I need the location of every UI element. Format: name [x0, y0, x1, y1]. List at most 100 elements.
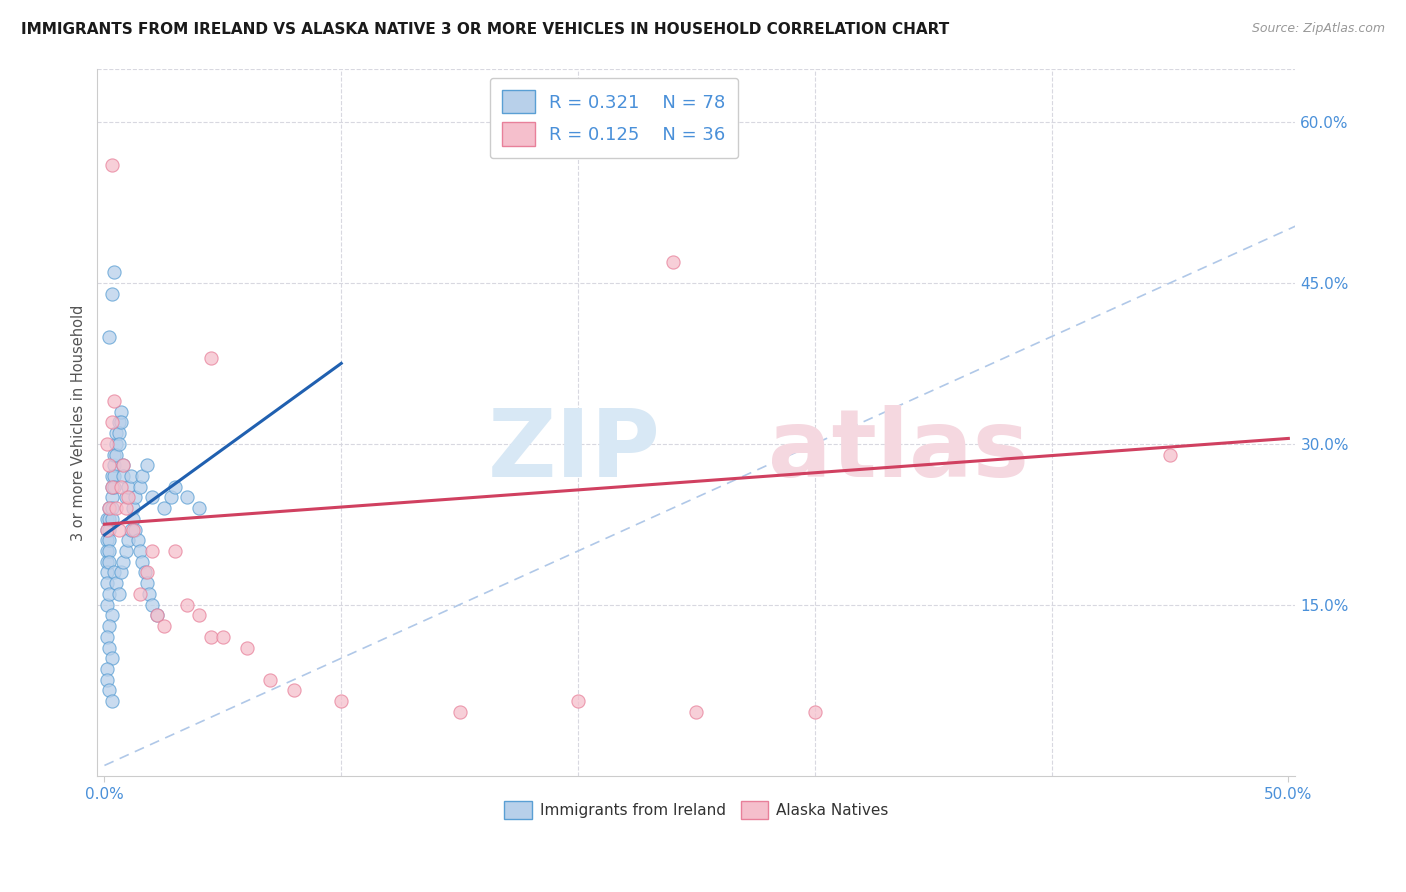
- Point: [96, 662, 118, 676]
- Point: [114, 544, 136, 558]
- Point: [96, 566, 118, 580]
- Point: [152, 501, 174, 516]
- Point: [124, 491, 146, 505]
- Point: [117, 491, 139, 505]
- Text: ZIP: ZIP: [488, 405, 661, 497]
- Point: [145, 608, 167, 623]
- Point: [200, 630, 222, 644]
- Point: [103, 458, 125, 473]
- Point: [114, 501, 136, 516]
- Point: [100, 608, 122, 623]
- Point: [122, 512, 145, 526]
- Point: [98, 544, 121, 558]
- Point: [98, 640, 121, 655]
- Point: [103, 566, 125, 580]
- Point: [107, 437, 129, 451]
- Point: [685, 705, 707, 719]
- Point: [127, 533, 149, 548]
- Point: [124, 523, 146, 537]
- Point: [107, 523, 129, 537]
- Point: [110, 415, 132, 429]
- Point: [188, 501, 211, 516]
- Point: [103, 448, 125, 462]
- Point: [131, 555, 153, 569]
- Text: atlas: atlas: [768, 405, 1029, 497]
- Point: [120, 469, 142, 483]
- Point: [117, 480, 139, 494]
- Point: [100, 501, 122, 516]
- Point: [176, 598, 198, 612]
- Point: [98, 523, 121, 537]
- Point: [136, 566, 159, 580]
- Point: [105, 448, 128, 462]
- Point: [98, 512, 121, 526]
- Point: [112, 555, 135, 569]
- Point: [141, 491, 163, 505]
- Text: Source: ZipAtlas.com: Source: ZipAtlas.com: [1251, 22, 1385, 36]
- Point: [100, 491, 122, 505]
- Point: [105, 437, 128, 451]
- Point: [200, 351, 222, 365]
- Point: [235, 640, 257, 655]
- Point: [136, 458, 159, 473]
- Point: [103, 393, 125, 408]
- Point: [98, 555, 121, 569]
- Legend: Immigrants from Ireland, Alaska Natives: Immigrants from Ireland, Alaska Natives: [498, 796, 894, 825]
- Point: [98, 683, 121, 698]
- Point: [112, 458, 135, 473]
- Point: [96, 576, 118, 591]
- Point: [122, 523, 145, 537]
- Point: [105, 576, 128, 591]
- Point: [283, 683, 305, 698]
- Point: [107, 415, 129, 429]
- Y-axis label: 3 or more Vehicles in Household: 3 or more Vehicles in Household: [72, 304, 86, 541]
- Point: [176, 491, 198, 505]
- Point: [96, 630, 118, 644]
- Point: [96, 533, 118, 548]
- Point: [152, 619, 174, 633]
- Point: [159, 491, 181, 505]
- Point: [141, 544, 163, 558]
- Point: [110, 480, 132, 494]
- Point: [129, 544, 152, 558]
- Point: [107, 587, 129, 601]
- Point: [138, 587, 160, 601]
- Point: [129, 480, 152, 494]
- Point: [129, 587, 152, 601]
- Point: [98, 458, 121, 473]
- Point: [122, 501, 145, 516]
- Point: [103, 265, 125, 279]
- Point: [100, 694, 122, 708]
- Point: [98, 501, 121, 516]
- Point: [105, 426, 128, 441]
- Point: [100, 286, 122, 301]
- Point: [98, 619, 121, 633]
- Point: [96, 555, 118, 569]
- Point: [100, 158, 122, 172]
- Point: [449, 705, 471, 719]
- Point: [96, 512, 118, 526]
- Point: [98, 329, 121, 343]
- Point: [96, 673, 118, 687]
- Point: [1159, 448, 1181, 462]
- Point: [120, 523, 142, 537]
- Point: [112, 458, 135, 473]
- Point: [96, 523, 118, 537]
- Point: [112, 469, 135, 483]
- Point: [211, 630, 233, 644]
- Point: [131, 469, 153, 483]
- Point: [804, 705, 827, 719]
- Point: [98, 587, 121, 601]
- Point: [114, 491, 136, 505]
- Point: [96, 523, 118, 537]
- Point: [100, 651, 122, 665]
- Point: [567, 694, 589, 708]
- Point: [105, 501, 128, 516]
- Point: [117, 533, 139, 548]
- Text: IMMIGRANTS FROM IRELAND VS ALASKA NATIVE 3 OR MORE VEHICLES IN HOUSEHOLD CORRELA: IMMIGRANTS FROM IRELAND VS ALASKA NATIVE…: [21, 22, 949, 37]
- Point: [110, 566, 132, 580]
- Point: [661, 254, 683, 268]
- Point: [141, 598, 163, 612]
- Point: [100, 480, 122, 494]
- Point: [259, 673, 281, 687]
